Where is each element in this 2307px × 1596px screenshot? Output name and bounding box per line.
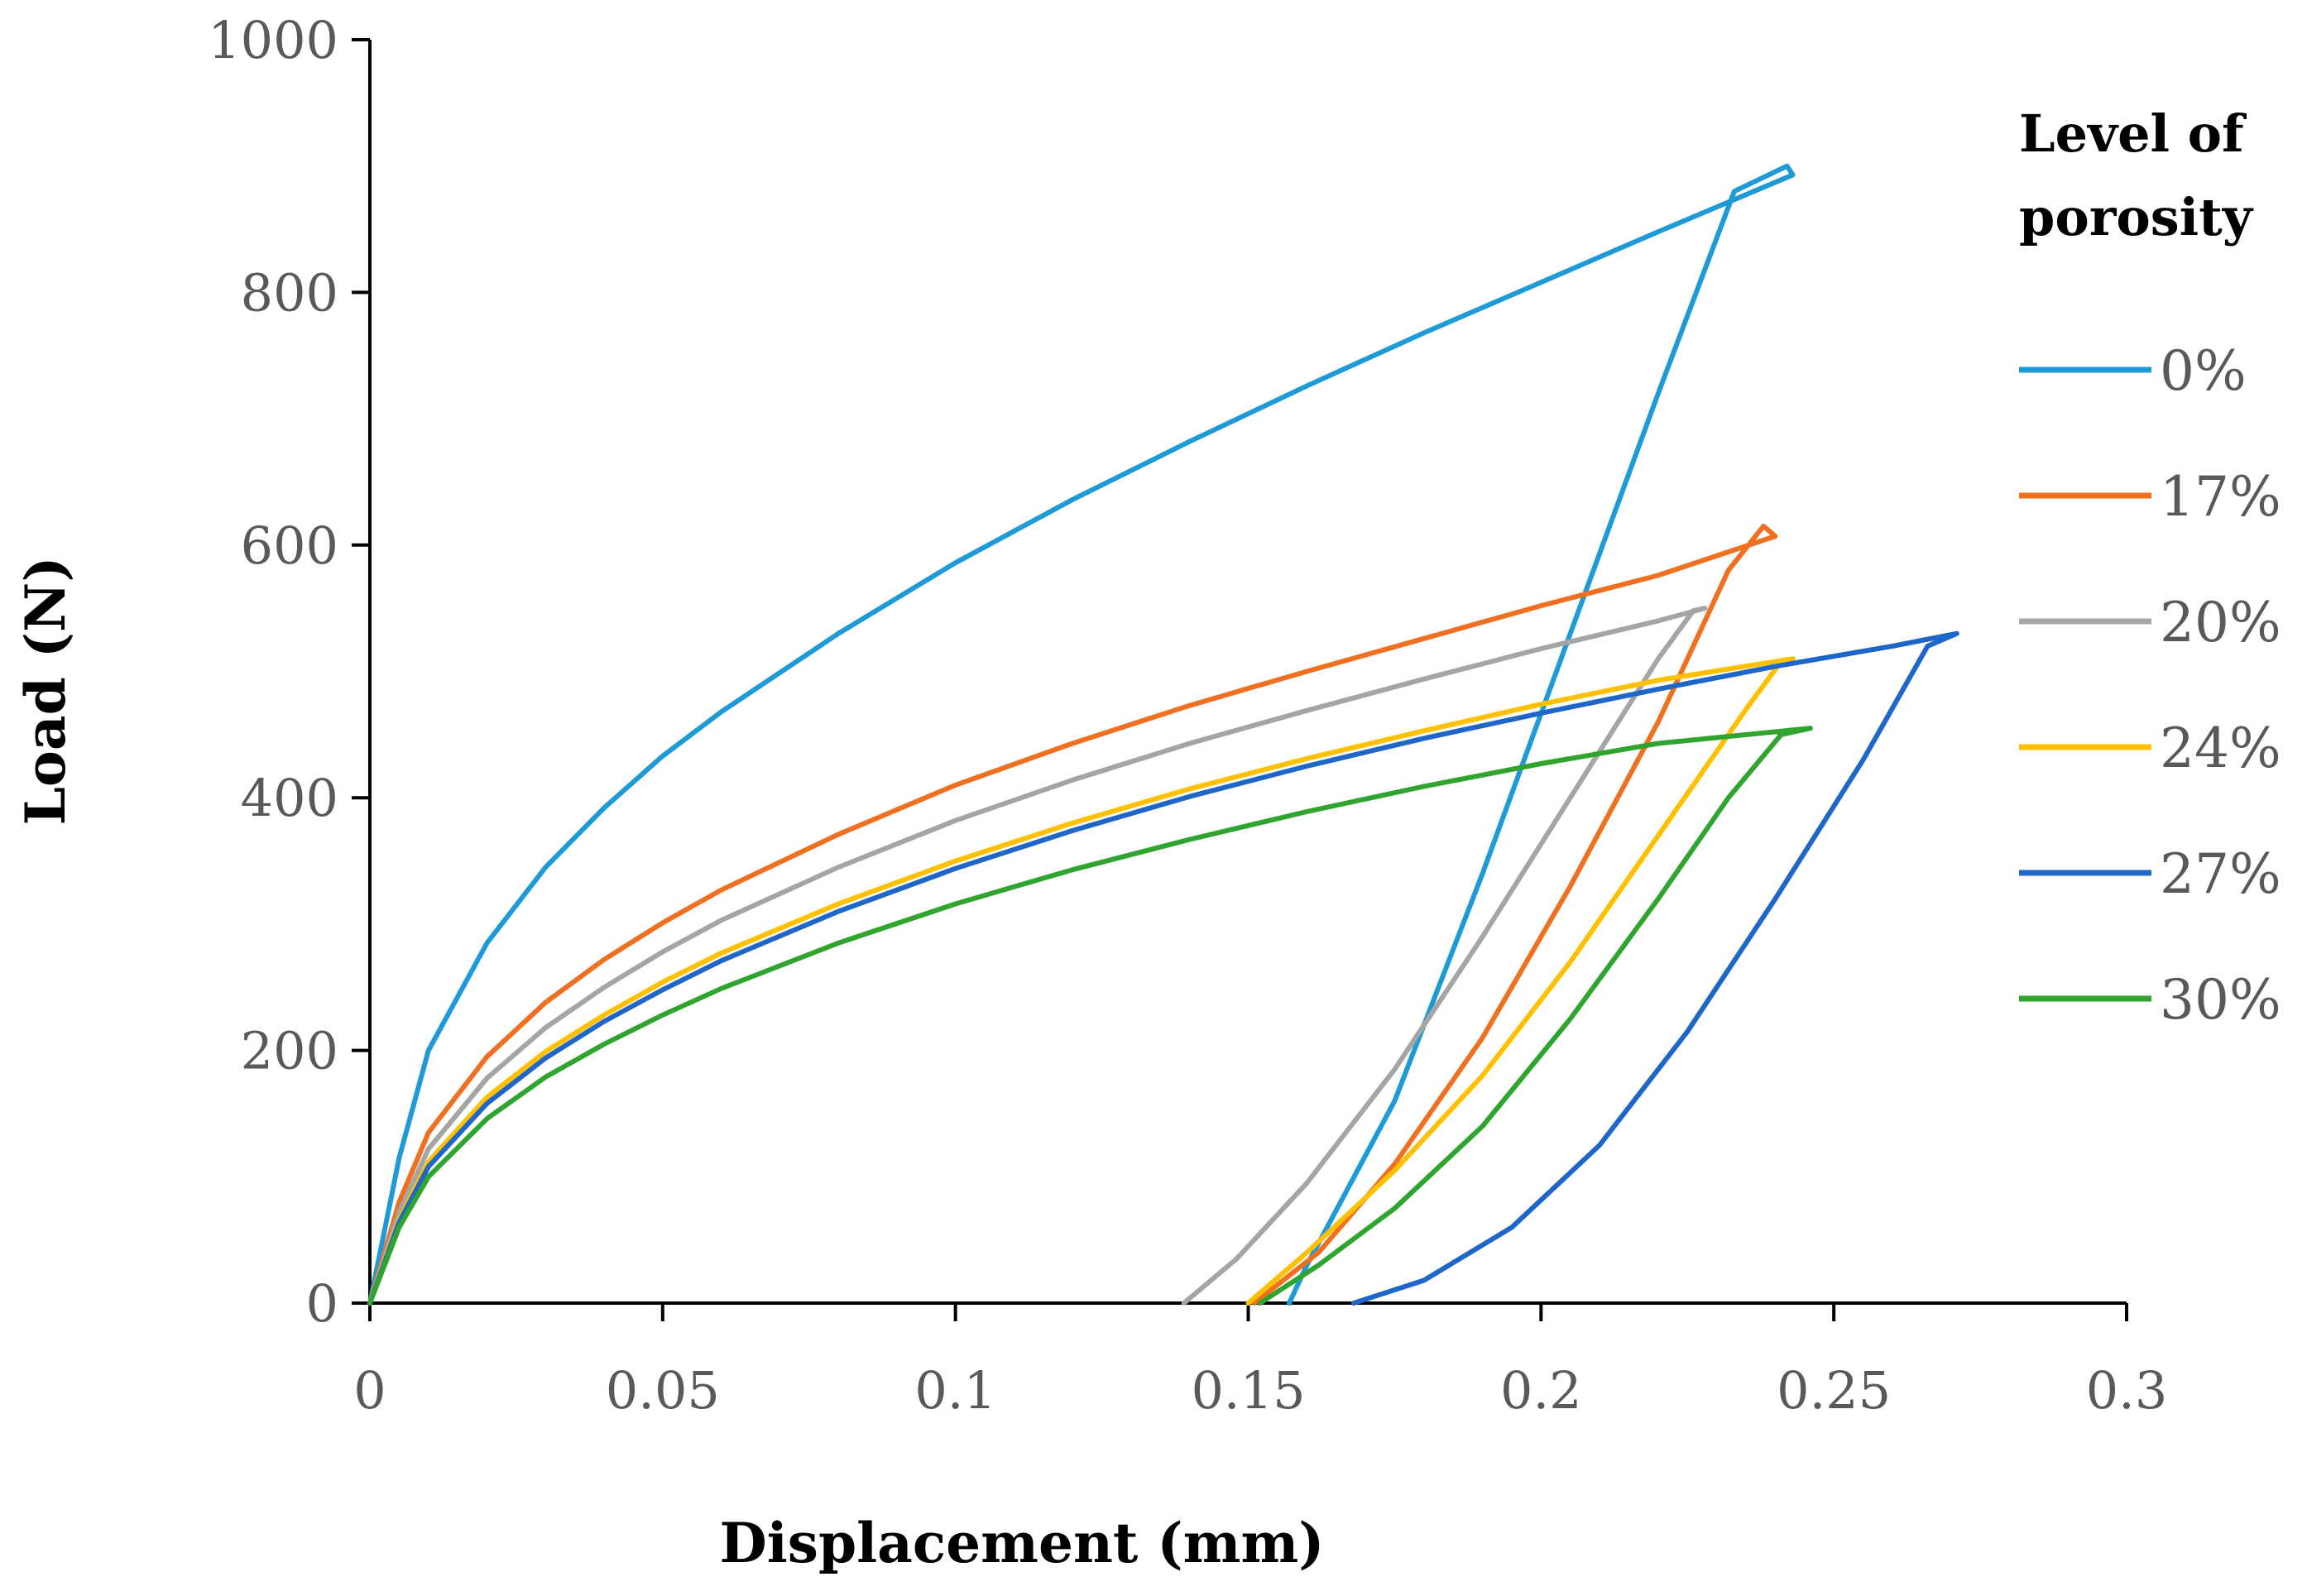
x-axis-ticks: 0 0.05 0.1 0.15 0.2 0.25 0.3 bbox=[353, 1303, 2167, 1421]
x-tick-label: 0.25 bbox=[1777, 1360, 1891, 1421]
series-line-17pct bbox=[367, 523, 1778, 1306]
y-tick-label: 800 bbox=[241, 262, 338, 323]
y-tick-label: 1000 bbox=[208, 10, 338, 70]
x-axis-title: Displacement (mm) bbox=[719, 1511, 1324, 1575]
series-line-20pct bbox=[367, 606, 1708, 1306]
series-line-27pct bbox=[367, 630, 1959, 1306]
legend: Level of porosity 0% 17% 20% 24% 27% 30% bbox=[2019, 103, 2281, 1032]
legend-label-27pct: 27% bbox=[2160, 842, 2281, 906]
y-tick-label: 0 bbox=[306, 1273, 338, 1334]
legend-label-24pct: 24% bbox=[2160, 717, 2281, 780]
series-lines bbox=[367, 163, 1959, 1306]
legend-label-0pct: 0% bbox=[2160, 339, 2247, 403]
legend-label-30pct: 30% bbox=[2160, 968, 2281, 1032]
x-tick-label: 0 bbox=[353, 1360, 386, 1421]
series-line-24pct bbox=[367, 656, 1796, 1306]
y-tick-label: 400 bbox=[241, 768, 338, 828]
x-tick-label: 0.3 bbox=[2086, 1360, 2168, 1421]
axes bbox=[368, 40, 2127, 1305]
series-line-30pct bbox=[367, 726, 1813, 1306]
legend-items: 0% 17% 20% 24% 27% 30% bbox=[2019, 339, 2281, 1032]
x-tick-label: 0.2 bbox=[1500, 1360, 1582, 1421]
x-tick-label: 0.15 bbox=[1191, 1360, 1305, 1421]
legend-title-line-2: porosity bbox=[2019, 187, 2254, 247]
series-line-0pct bbox=[367, 163, 1796, 1306]
y-tick-label: 600 bbox=[241, 515, 338, 576]
y-axis-ticks: 0 200 400 600 800 1000 bbox=[208, 10, 370, 1334]
y-axis-title: Load (N) bbox=[13, 556, 78, 825]
legend-label-20pct: 20% bbox=[2160, 591, 2281, 654]
x-tick-label: 0.1 bbox=[914, 1360, 996, 1421]
legend-title-line-1: Level of bbox=[2019, 103, 2247, 164]
legend-label-17pct: 17% bbox=[2160, 465, 2281, 529]
y-tick-label: 200 bbox=[241, 1021, 338, 1081]
x-tick-label: 0.05 bbox=[606, 1360, 720, 1421]
